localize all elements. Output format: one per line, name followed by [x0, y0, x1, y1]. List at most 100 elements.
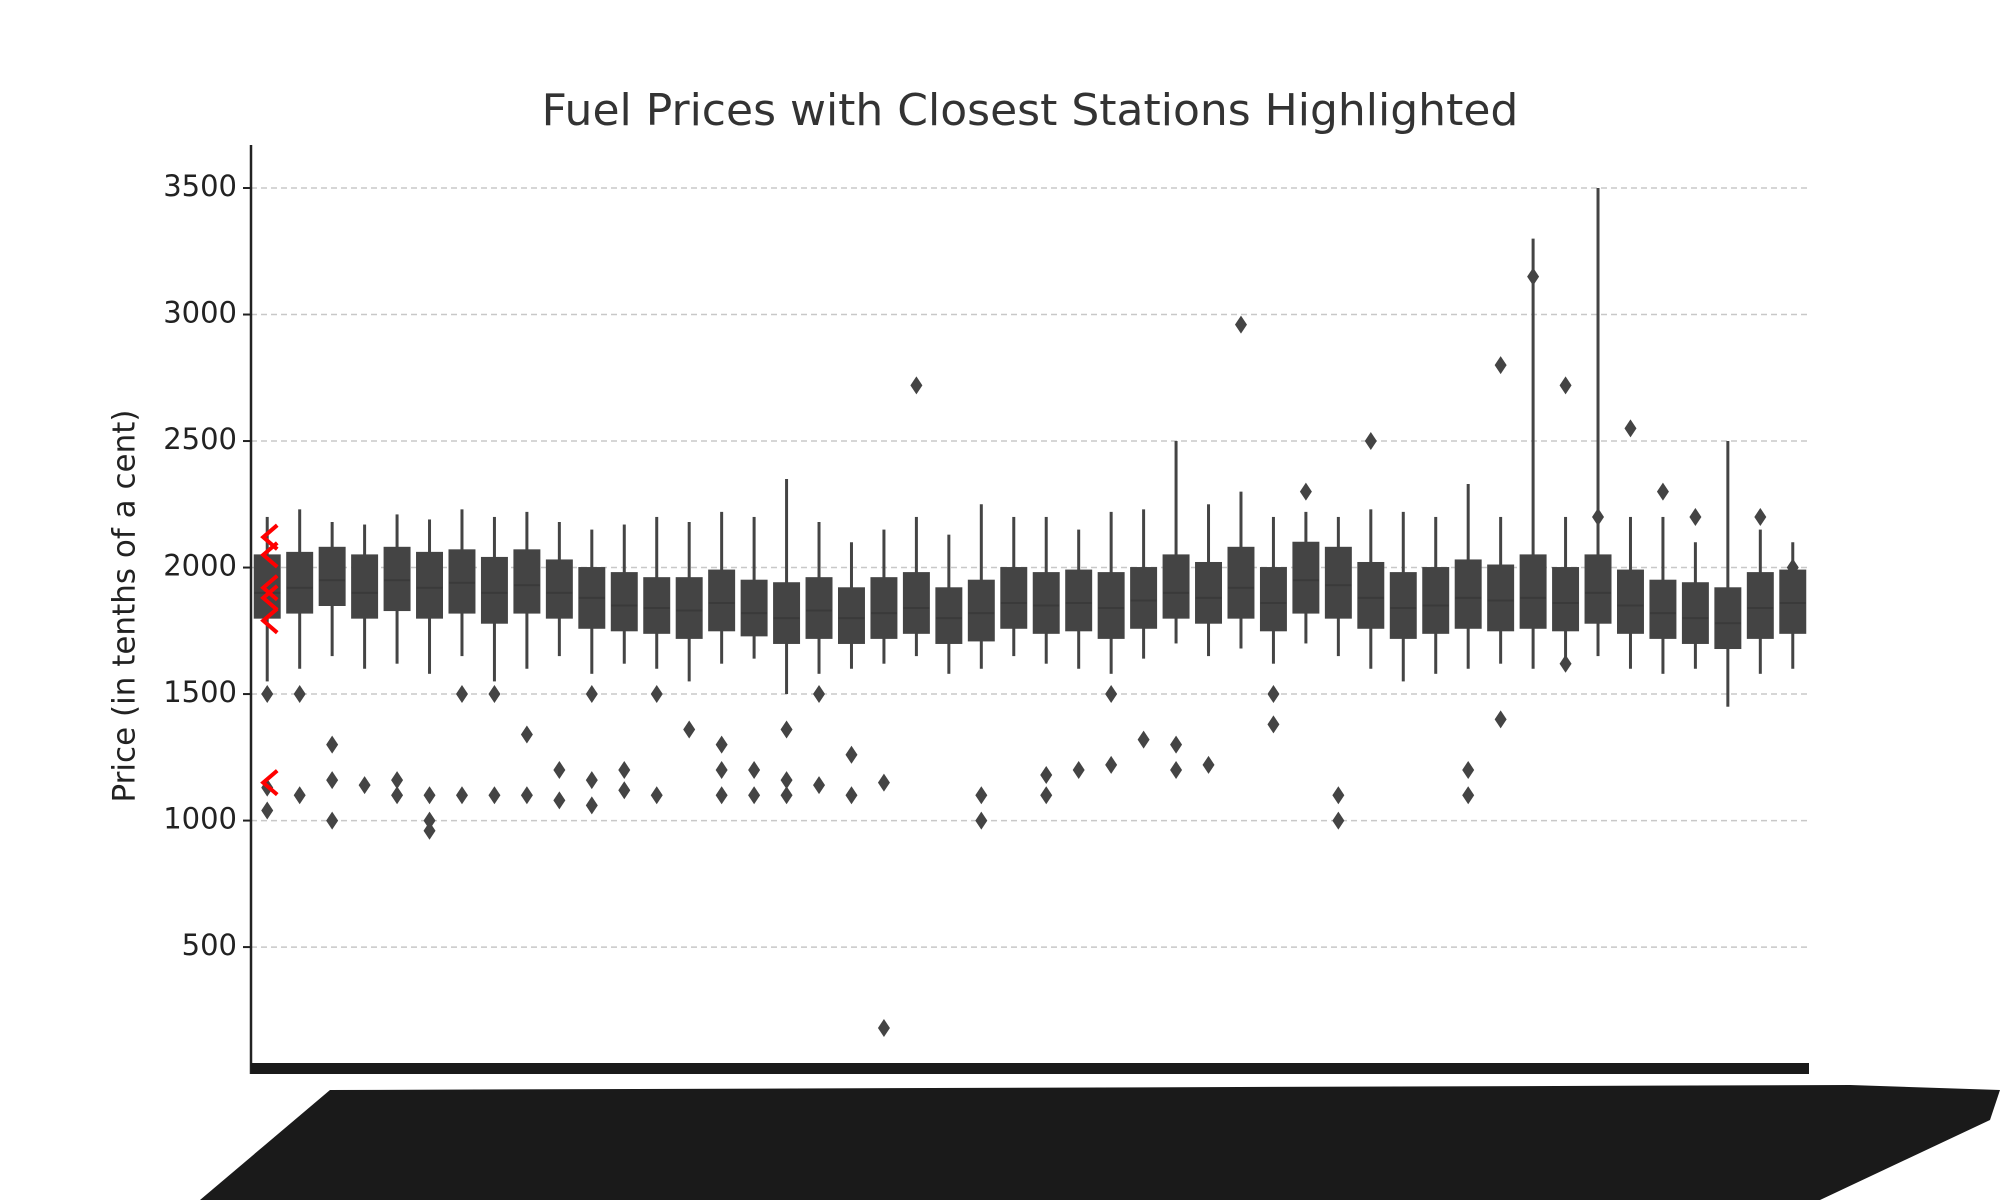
y-tick-label: 3000: [163, 296, 237, 330]
outlier: [618, 781, 631, 800]
outlier: [1105, 685, 1118, 704]
box: [1292, 541, 1320, 614]
outlier: [748, 760, 761, 779]
outlier: [748, 786, 761, 805]
box: [318, 546, 346, 606]
chart-title: Fuel Prices with Closest Stations Highli…: [542, 85, 1519, 136]
box: [1130, 567, 1158, 629]
outlier: [1754, 507, 1767, 526]
box: [286, 551, 314, 614]
outlier: [261, 801, 274, 820]
box: [1357, 561, 1385, 629]
box: [1552, 567, 1580, 632]
outlier: [1332, 811, 1345, 830]
x-tick-label-clutter: [200, 1085, 2000, 1200]
box: [610, 572, 638, 632]
box: [1649, 579, 1677, 639]
box: [902, 572, 930, 634]
box: [773, 582, 801, 644]
outlier: [845, 745, 858, 764]
box: [1000, 567, 1028, 629]
outlier: [358, 776, 371, 795]
outlier: [1559, 376, 1572, 395]
outlier: [813, 685, 826, 704]
box: [545, 559, 573, 619]
box: [1195, 561, 1223, 624]
y-axis-label: Price (in tenths of a cent): [107, 410, 143, 803]
y-tick-label: 500: [182, 928, 237, 962]
outlier: [1202, 755, 1215, 774]
box: [416, 551, 444, 619]
box: [383, 546, 411, 612]
outlier: [455, 786, 468, 805]
box: [1584, 554, 1612, 624]
outlier: [1364, 432, 1377, 451]
y-tick-label: 2500: [163, 422, 237, 456]
outlier: [650, 786, 663, 805]
box: [1162, 554, 1190, 619]
outlier: [813, 776, 826, 795]
box: [1681, 582, 1709, 644]
outlier: [650, 685, 663, 704]
outlier: [553, 791, 566, 810]
outlier: [1332, 786, 1345, 805]
box: [643, 577, 671, 634]
y-tick-label: 3500: [163, 169, 237, 203]
outlier: [975, 811, 988, 830]
box: [1259, 567, 1287, 632]
highlight-marker: [260, 541, 279, 569]
box: [1454, 559, 1482, 629]
y-tick-label: 1000: [163, 802, 237, 836]
outlier: [780, 720, 793, 739]
outlier: [293, 685, 306, 704]
box: [837, 587, 865, 644]
outlier: [715, 760, 728, 779]
box: [740, 579, 768, 637]
box: [1779, 569, 1807, 634]
outlier: [780, 771, 793, 790]
box: [708, 569, 736, 632]
outlier: [1267, 685, 1280, 704]
box: [1487, 564, 1515, 632]
y-tick-label: 2000: [163, 549, 237, 583]
box: [805, 577, 833, 639]
outlier: [488, 685, 501, 704]
outlier: [1786, 558, 1799, 577]
outlier: [910, 376, 923, 395]
outlier: [585, 771, 598, 790]
outlier: [1462, 786, 1475, 805]
outlier: [423, 786, 436, 805]
box: [1616, 569, 1644, 634]
outlier: [585, 685, 598, 704]
outlier: [618, 760, 631, 779]
outlier: [1170, 735, 1183, 754]
outlier: [845, 786, 858, 805]
outlier: [1170, 760, 1183, 779]
outlier: [520, 725, 533, 744]
outlier: [455, 685, 468, 704]
box: [1422, 567, 1450, 634]
outlier: [1559, 654, 1572, 673]
outlier: [261, 685, 274, 704]
outlier: [423, 821, 436, 840]
outlier: [520, 786, 533, 805]
outlier: [1462, 760, 1475, 779]
outlier: [1137, 730, 1150, 749]
outlier: [326, 771, 339, 790]
outlier: [488, 786, 501, 805]
box: [513, 549, 541, 614]
outlier: [326, 735, 339, 754]
highlight-marker: [260, 607, 279, 635]
x-axis: [251, 1063, 1809, 1074]
outlier: [780, 786, 793, 805]
box: [870, 577, 898, 639]
box: [675, 577, 703, 639]
box: [351, 554, 379, 619]
box: [935, 587, 963, 644]
y-tick-label: 1500: [163, 675, 237, 709]
outlier: [683, 720, 696, 739]
outlier: [1234, 315, 1247, 334]
outlier: [1656, 482, 1669, 501]
outlier: [293, 786, 306, 805]
